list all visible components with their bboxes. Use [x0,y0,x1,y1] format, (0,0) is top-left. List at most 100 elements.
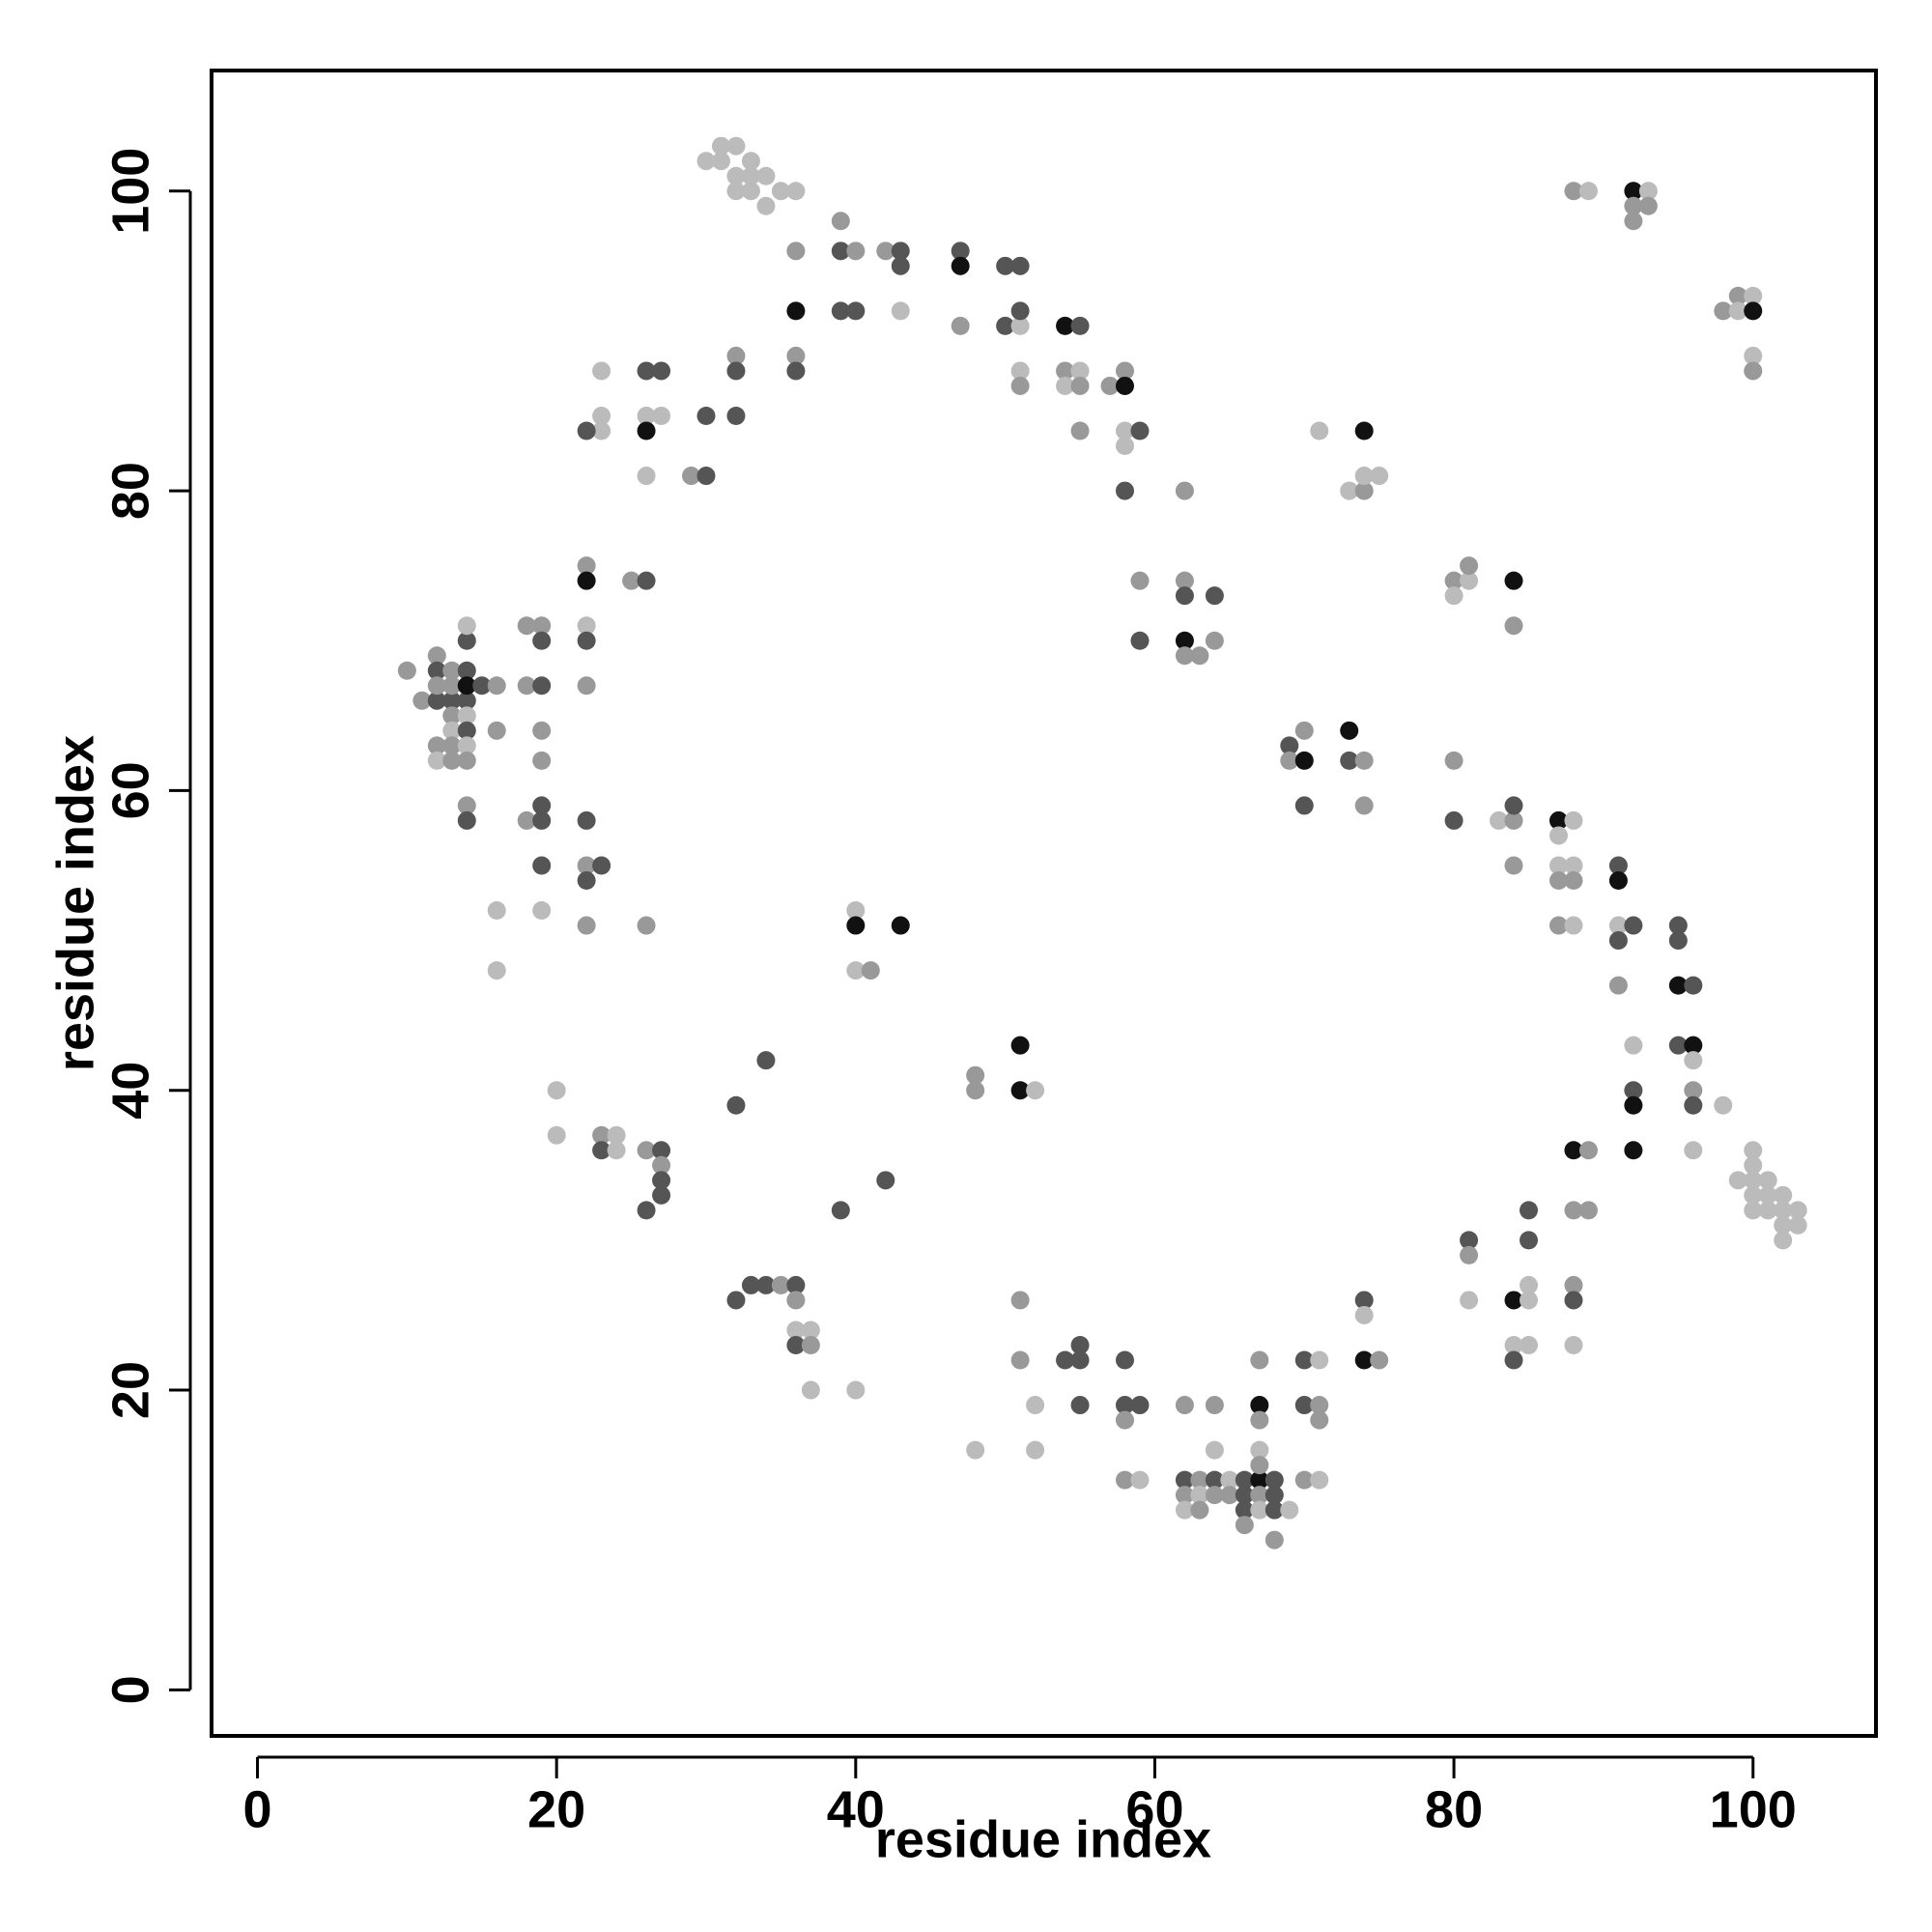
point [1504,1350,1523,1370]
point [457,661,476,680]
point [1280,736,1299,755]
point [771,182,790,201]
point [532,721,552,740]
point [1175,631,1194,650]
point [1264,1470,1284,1490]
point [577,870,596,890]
point [1056,376,1075,395]
point [457,676,476,696]
point [532,631,552,650]
point [756,196,776,215]
point [1548,826,1568,845]
point [831,301,850,321]
point [1294,796,1314,815]
point [1758,1201,1777,1220]
point [951,242,970,261]
point [1130,571,1150,590]
point [1340,751,1359,770]
point [1010,1036,1030,1055]
point [637,406,656,425]
point [442,751,462,770]
point [1774,1231,1793,1250]
point [876,242,895,261]
point [1115,1410,1134,1430]
point [487,676,506,696]
point [1758,1171,1777,1190]
point [532,676,552,696]
point [1564,182,1583,201]
point [1220,1486,1239,1505]
point [1548,870,1568,890]
point [457,616,476,636]
point [1624,182,1643,201]
point [1564,1141,1583,1160]
x-tick-label: 0 [243,1780,272,1838]
point [1608,916,1628,935]
point [696,406,716,425]
point [756,166,776,185]
point [1115,481,1134,500]
point [1460,1245,1479,1264]
point [741,166,760,185]
point [966,1440,985,1460]
point [1280,1500,1299,1520]
point [1638,196,1658,215]
point [726,406,746,425]
point [532,616,552,636]
point [1608,856,1628,875]
point [831,242,850,261]
point [1250,1456,1269,1475]
point [1714,1095,1733,1115]
point [891,256,910,275]
point [1070,361,1090,381]
point [1250,1486,1269,1505]
point [1250,1500,1269,1520]
point [1340,721,1359,740]
point [1774,1215,1793,1235]
point [1504,616,1523,636]
point [726,166,746,185]
point [996,256,1015,275]
point [1115,1396,1134,1415]
point [427,676,446,696]
point [1130,631,1150,650]
point [876,1171,895,1190]
point [1264,1530,1284,1549]
point [637,361,656,381]
point [1788,1201,1807,1220]
point [1056,316,1075,335]
point [457,721,476,740]
point [786,182,806,201]
point [1744,1185,1763,1205]
point [1564,1335,1583,1354]
point [711,152,730,171]
point [801,1321,820,1340]
point [741,182,760,201]
point [577,616,596,636]
point [1504,810,1523,830]
point [1175,586,1194,606]
point [1564,1291,1583,1310]
point [637,467,656,486]
point [1668,976,1688,995]
point [1010,316,1030,335]
point [1115,361,1134,381]
point [1668,931,1688,951]
y-tick-label: 40 [101,1062,159,1120]
point [1070,316,1090,335]
point [577,676,596,696]
point [756,1275,776,1294]
point [442,676,462,696]
point [457,796,476,815]
point [1205,1486,1224,1505]
point [726,1095,746,1115]
point [1608,976,1628,995]
point [1444,586,1463,606]
point [1744,1155,1763,1175]
point [1115,1470,1134,1490]
point [637,916,656,935]
point [741,152,760,171]
point [622,571,641,590]
point [442,661,462,680]
point [951,316,970,335]
